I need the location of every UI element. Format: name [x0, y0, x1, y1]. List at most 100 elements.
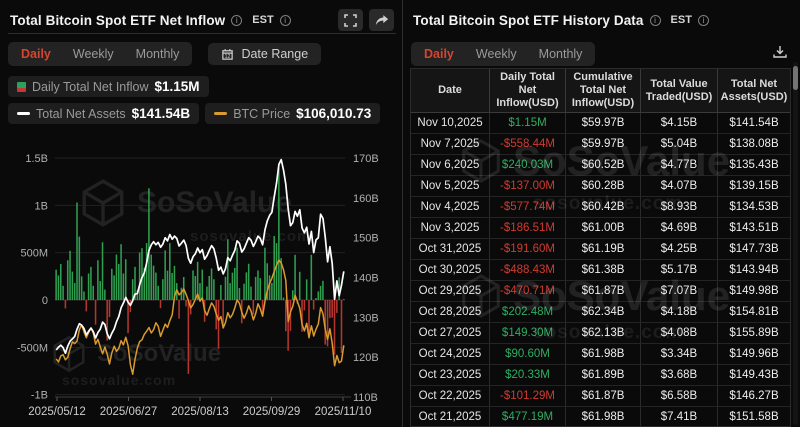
cell-cumulative: $61.87B — [566, 281, 641, 301]
cell-assets: $141.54B — [729, 117, 779, 129]
cell-traded: $3.34B — [641, 344, 718, 364]
table-row[interactable]: Nov 5,2025 -$137.00M $60.28B $4.07B $139.15B — [411, 176, 790, 197]
cell-assets: $143.94B — [729, 264, 779, 276]
table-row[interactable]: Nov 3,2025 -$186.51M $61.00B $4.69B $143.51B — [411, 218, 790, 239]
share-button[interactable] — [369, 9, 394, 31]
table-controls: Daily Weekly Monthly — [411, 42, 792, 66]
cell-traded: $4.77B — [641, 155, 718, 175]
cell-assets: $149.43B — [729, 369, 779, 381]
svg-text:170B: 170B — [353, 153, 379, 165]
title-info-icon[interactable] — [231, 14, 243, 26]
cell-inflow: -$191.60M — [490, 239, 566, 259]
legend-btc-price[interactable]: BTC Price $106,010.73 — [205, 103, 381, 124]
scrollbar-track[interactable] — [793, 62, 798, 425]
table-header-row: Date Daily Total Net Inflow(USD) Cumulativ… — [411, 69, 790, 113]
table-row[interactable]: Nov 10,2025 $1.15M $59.97B $4.15B $141.54B — [411, 113, 790, 134]
download-button[interactable] — [772, 44, 788, 65]
table-row[interactable]: Oct 23,2025 $20.33M $61.89B $3.68B $149.43B — [411, 365, 790, 386]
cell-traded: $7.41B — [641, 407, 718, 426]
timezone-info-icon[interactable] — [279, 14, 291, 26]
cell-assets: $154.81B — [729, 306, 779, 318]
btc-line-icon — [214, 112, 228, 115]
chart-tab-monthly[interactable]: Monthly — [135, 47, 180, 61]
fullscreen-button[interactable] — [338, 9, 363, 31]
cell-traded: $4.07B — [641, 176, 718, 196]
cell-date: Oct 22,2025 — [411, 386, 490, 406]
etf-net-inflow-chart[interactable]: 1.5B 1B 500M 0 -500M -1B 170B 160B 150B 140B 130B 1… — [0, 0, 402, 427]
calendar-icon: 12 — [222, 48, 234, 59]
cell-assets: $134.53B — [729, 201, 779, 213]
cell-assets: $139.15B — [729, 180, 779, 192]
cell-assets: $155.89B — [729, 327, 779, 339]
legend-total-net-assets[interactable]: Total Net Assets $141.54B — [8, 103, 200, 124]
table-body: Nov 10,2025 $1.15M $59.97B $4.15B $141.54B No… — [411, 113, 790, 426]
timezone-label: EST — [252, 14, 274, 26]
header-divider — [8, 33, 396, 34]
cell-cumulative: $59.97B — [566, 134, 641, 154]
cell-inflow: $90.60M — [490, 344, 566, 364]
assets-line-icon — [17, 112, 30, 115]
chart-panel-title: Total Bitcoin Spot ETF Net Inflow — [10, 12, 226, 28]
column-header-0: Date — [411, 69, 490, 112]
column-header-1: Daily Total Net Inflow(USD) — [490, 69, 566, 112]
timezone-info-icon[interactable] — [697, 14, 709, 26]
cell-inflow: -$488.43M — [490, 260, 566, 280]
cell-traded: $6.58B — [641, 386, 718, 406]
cell-inflow: -$186.51M — [490, 218, 566, 238]
timezone-label: EST — [670, 14, 692, 26]
chart-tab-weekly[interactable]: Weekly — [72, 47, 114, 61]
table-row[interactable]: Oct 29,2025 -$470.71M $61.87B $7.07B $149.98… — [411, 281, 790, 302]
cell-date: Oct 31,2025 — [411, 239, 490, 259]
table-row[interactable]: Oct 22,2025 -$101.29M $61.87B $6.58B $146.27… — [411, 386, 790, 407]
legend-label: Daily Total Net Inflow — [32, 79, 149, 94]
cell-traded: $4.18B — [641, 302, 718, 322]
title-info-icon[interactable] — [649, 14, 661, 26]
cell-date: Nov 7,2025 — [411, 134, 490, 154]
cell-assets: $135.43B — [729, 159, 779, 171]
cell-assets: $149.98B — [729, 285, 779, 297]
cell-date: Oct 27,2025 — [411, 323, 490, 343]
table-row[interactable]: Oct 28,2025 $202.48M $62.34B $4.18B $154.81B — [411, 302, 790, 323]
cell-traded: $7.07B — [641, 281, 718, 301]
table-row[interactable]: Oct 31,2025 -$191.60M $61.19B $4.25B $147.73… — [411, 239, 790, 260]
cell-cumulative: $59.97B — [566, 113, 641, 133]
column-header-3: Total Value Traded(USD) — [641, 69, 718, 112]
cell-cumulative: $61.87B — [566, 386, 641, 406]
cell-traded: $4.15B — [641, 113, 718, 133]
cell-inflow: -$577.74M — [490, 197, 566, 217]
table-row[interactable]: Oct 21,2025 $477.19M $61.98B $7.41B $151.58B — [411, 407, 790, 426]
table-row[interactable]: Nov 6,2025 $240.03M $60.52B $4.77B $135.43B — [411, 155, 790, 176]
cell-assets: $149.96B — [729, 348, 779, 360]
svg-text:2025/06/27: 2025/06/27 — [100, 406, 158, 418]
table-row[interactable]: Oct 27,2025 $149.30M $62.13B $4.08B $155.89B — [411, 323, 790, 344]
date-range-button[interactable]: 12 Date Range — [208, 43, 322, 65]
chart-tab-daily[interactable]: Daily — [21, 47, 51, 61]
table-tab-daily[interactable]: Daily — [424, 47, 454, 61]
cell-traded: $3.68B — [641, 365, 718, 385]
cell-inflow: -$470.71M — [490, 281, 566, 301]
svg-text:12: 12 — [225, 53, 231, 59]
table-row[interactable]: Oct 24,2025 $90.60M $61.98B $3.34B $149.96B — [411, 344, 790, 365]
net-inflow-chart-panel: Total Bitcoin Spot ETF Net Inflow EST Da… — [0, 0, 402, 427]
date-range-label: Date Range — [241, 47, 309, 61]
svg-text:0: 0 — [42, 295, 48, 307]
cell-cumulative: $62.13B — [566, 323, 641, 343]
scrollbar-thumb[interactable] — [793, 66, 798, 90]
cell-inflow: $149.30M — [490, 323, 566, 343]
cell-inflow: -$137.00M — [490, 176, 566, 196]
legend-label: BTC Price — [233, 106, 291, 121]
table-tab-monthly[interactable]: Monthly — [538, 47, 583, 61]
svg-text:120B: 120B — [353, 352, 379, 364]
table-tab-weekly[interactable]: Weekly — [475, 47, 517, 61]
chart-legend: Daily Total Net Inflow $1.15M Total Net … — [8, 76, 398, 124]
cell-assets: $138.08B — [729, 138, 779, 150]
legend-daily-net-inflow[interactable]: Daily Total Net Inflow $1.15M — [8, 76, 209, 97]
cell-cumulative: $60.52B — [566, 155, 641, 175]
cell-date: Oct 24,2025 — [411, 344, 490, 364]
table-period-tabs: Daily Weekly Monthly — [411, 42, 596, 66]
cell-date: Oct 21,2025 — [411, 407, 490, 426]
table-row[interactable]: Oct 30,2025 -$488.43M $61.38B $5.17B $143.94… — [411, 260, 790, 281]
table-row[interactable]: Nov 4,2025 -$577.74M $60.42B $8.93B $134.53B — [411, 197, 790, 218]
chart-panel-header: Total Bitcoin Spot ETF Net Inflow EST — [10, 8, 394, 32]
table-row[interactable]: Nov 7,2025 -$558.44M $59.97B $5.04B $138.08B — [411, 134, 790, 155]
